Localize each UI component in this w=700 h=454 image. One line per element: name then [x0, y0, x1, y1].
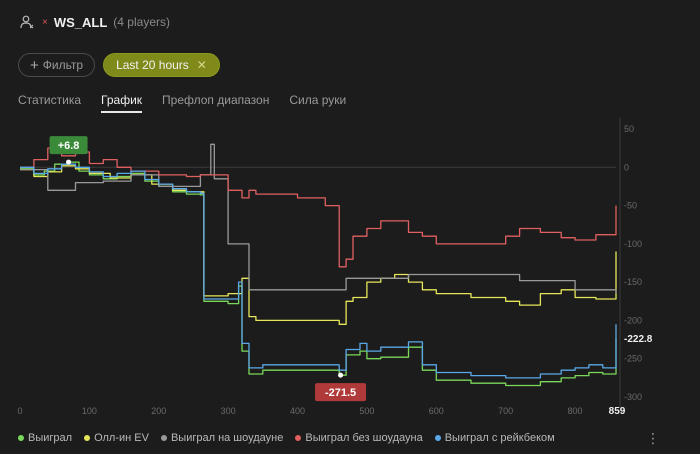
legend-label: Выиграл без шоудауна: [305, 432, 423, 444]
y-tick-label: -150: [624, 277, 642, 287]
filter-bar: + Фильтр Last 20 hours ✕: [18, 53, 220, 77]
legend-item[interactable]: Выиграл с рейкбеком: [434, 432, 555, 444]
series-line-4: [20, 163, 617, 379]
legend-label: Олл-ин EV: [94, 432, 149, 444]
series-line-3: [20, 147, 617, 268]
y-tick-label: -250: [624, 354, 642, 364]
y-tick-label: 0: [624, 162, 629, 172]
x-tick-label: 500: [359, 406, 374, 416]
legend-label: Выиграл: [28, 432, 73, 444]
tab-statistics[interactable]: Статистика: [18, 93, 82, 107]
table-name: WS_ALL: [53, 14, 108, 30]
kebab-menu-icon[interactable]: ⋮: [646, 430, 660, 446]
annotation-box-0: [49, 136, 88, 155]
header: × WS_ALL (4 players): [20, 12, 170, 32]
annotation-dot-0: [66, 159, 72, 165]
legend-item[interactable]: Выиграл: [18, 432, 72, 444]
annotation-label-1: -271.5: [325, 387, 356, 399]
annotation-box-1: [315, 383, 367, 402]
tab-preflop-range[interactable]: Префлоп диапазон: [162, 93, 270, 107]
annotation-dot-1: [338, 372, 344, 378]
x-tick-label: 100: [82, 406, 97, 416]
plus-icon: +: [30, 56, 39, 74]
legend-label: Выиграл на шоудауне: [170, 432, 284, 444]
time-filter-label: Last 20 hours: [116, 58, 189, 72]
tab-hand-strength[interactable]: Сила руки: [289, 93, 347, 107]
legend-dot-icon: [18, 435, 24, 441]
legend-item[interactable]: Выиграл на шоудауне: [160, 432, 284, 444]
legend-dot-icon: [295, 435, 302, 441]
tab-bar: Статистика График Префлоп диапазон Сила …: [18, 93, 346, 113]
legend-dot-icon: [160, 435, 167, 441]
x-tick-label: 0: [17, 406, 22, 416]
tab-graph[interactable]: График: [101, 93, 143, 113]
y-tick-label: -50: [624, 201, 637, 211]
legend-dot-icon: [434, 435, 441, 441]
legend-label: Выиграл с рейкбеком: [444, 432, 555, 444]
close-icon[interactable]: ✕: [196, 58, 207, 72]
x-tick-label: 600: [429, 406, 444, 416]
legend-dot-icon: [84, 435, 91, 441]
series-line-1: [20, 165, 617, 325]
series-line-0: [20, 161, 617, 387]
y-tick-label: 50: [624, 124, 634, 134]
filter-label: Фильтр: [42, 58, 84, 72]
player-count: (4 players): [113, 15, 170, 29]
status-x-icon: ×: [42, 16, 48, 28]
x-tick-label: 800: [568, 406, 583, 416]
x-tick-label: 300: [221, 406, 236, 416]
x-tick-label: 400: [290, 406, 305, 416]
annotation-label-0: +6.8: [58, 140, 80, 152]
time-filter-chip[interactable]: Last 20 hours ✕: [103, 53, 220, 77]
legend-item[interactable]: Олл-ин EV: [84, 432, 149, 444]
chart-legend: Выиграл Олл-ин EV Выиграл на шоудауне Выигр…: [18, 432, 555, 444]
x-tick-label: 200: [151, 406, 166, 416]
y-tick-label: -100: [624, 239, 642, 249]
user-icon[interactable]: [20, 15, 34, 29]
y-tick-label: -200: [624, 315, 642, 325]
y-tick-label: -300: [624, 392, 642, 402]
x-max-label: 859: [609, 406, 626, 417]
filter-button[interactable]: + Фильтр: [18, 53, 96, 77]
end-value-label: -222.8: [624, 334, 653, 345]
x-tick-label: 700: [498, 406, 513, 416]
legend-item[interactable]: Выиграл без шоудауна: [295, 432, 423, 444]
series-line-2: [20, 143, 617, 294]
